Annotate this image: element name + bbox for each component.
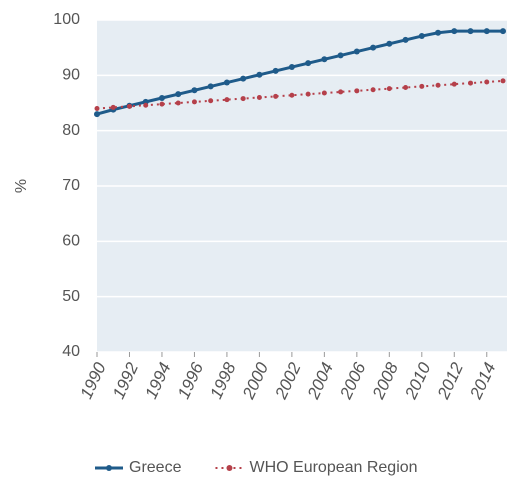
- legend-label: Greece: [129, 459, 182, 476]
- series-line: [96, 79, 504, 110]
- data-point: [386, 40, 393, 47]
- data-point: [483, 28, 490, 35]
- data-point: [143, 102, 149, 108]
- x-tick-label: 1992: [109, 359, 142, 402]
- data-point: [175, 91, 182, 98]
- data-point: [94, 111, 100, 118]
- data-point: [418, 33, 425, 40]
- data-point: [272, 67, 279, 74]
- data-point: [402, 36, 409, 43]
- data-point: [191, 99, 197, 105]
- data-point: [223, 79, 230, 86]
- data-point: [321, 56, 328, 63]
- data-point: [273, 93, 279, 99]
- data-point: [175, 100, 181, 106]
- y-tick-label: 80: [62, 122, 80, 139]
- data-point: [159, 101, 165, 107]
- x-tick-label: 2002: [271, 359, 305, 403]
- data-point: [419, 83, 425, 89]
- data-point: [224, 97, 230, 103]
- x-tick-label: 2004: [303, 360, 337, 403]
- data-point: [353, 48, 360, 55]
- data-point: [191, 87, 198, 94]
- data-point: [451, 28, 458, 35]
- data-point: [207, 83, 214, 90]
- data-point: [403, 85, 409, 91]
- data-point: [370, 87, 376, 93]
- data-point: [354, 88, 360, 94]
- y-tick-label: 90: [62, 67, 80, 84]
- data-point: [338, 89, 344, 95]
- data-point: [435, 29, 442, 36]
- legend-marker: [226, 465, 233, 471]
- data-point: [467, 28, 474, 35]
- data-point: [305, 60, 312, 67]
- data-point: [435, 82, 441, 88]
- y-tick-label: 70: [62, 177, 80, 194]
- x-tick-label: 2012: [433, 359, 467, 403]
- x-tick-label: 2010: [401, 359, 435, 403]
- data-point: [484, 79, 490, 85]
- x-tick-label: 2000: [238, 359, 272, 403]
- legend-label: WHO European Region: [249, 459, 417, 476]
- data-point: [386, 86, 392, 92]
- data-point: [256, 71, 263, 78]
- data-point: [321, 90, 327, 96]
- data-point: [208, 98, 214, 104]
- x-tick-label: 1996: [174, 359, 207, 402]
- x-tick-label: 2006: [336, 359, 370, 403]
- x-tick-label: 1998: [206, 359, 239, 402]
- data-point: [94, 106, 100, 112]
- data-point: [305, 91, 311, 97]
- y-tick-label: 40: [62, 343, 80, 360]
- data-point: [500, 28, 506, 35]
- data-point: [158, 95, 165, 102]
- data-point: [240, 75, 247, 82]
- data-point: [289, 92, 295, 98]
- data-point: [500, 78, 506, 84]
- x-tick-label: 1990: [76, 359, 109, 402]
- data-point: [337, 52, 344, 59]
- legend-marker: [106, 465, 112, 471]
- data-point: [126, 103, 132, 109]
- data-point: [256, 94, 262, 100]
- y-axis-label: %: [13, 179, 30, 193]
- data-point: [370, 44, 377, 51]
- y-tick-label: 100: [53, 11, 80, 28]
- data-point: [468, 80, 474, 86]
- y-tick-label: 60: [62, 233, 80, 250]
- x-tick-label: 2008: [368, 359, 402, 403]
- data-point: [288, 64, 295, 71]
- data-point: [110, 104, 116, 110]
- x-tick-label: 2014: [466, 360, 500, 403]
- y-tick-label: 50: [62, 288, 80, 305]
- data-point: [451, 81, 457, 87]
- x-tick-label: 1994: [141, 360, 174, 402]
- data-point: [240, 96, 246, 102]
